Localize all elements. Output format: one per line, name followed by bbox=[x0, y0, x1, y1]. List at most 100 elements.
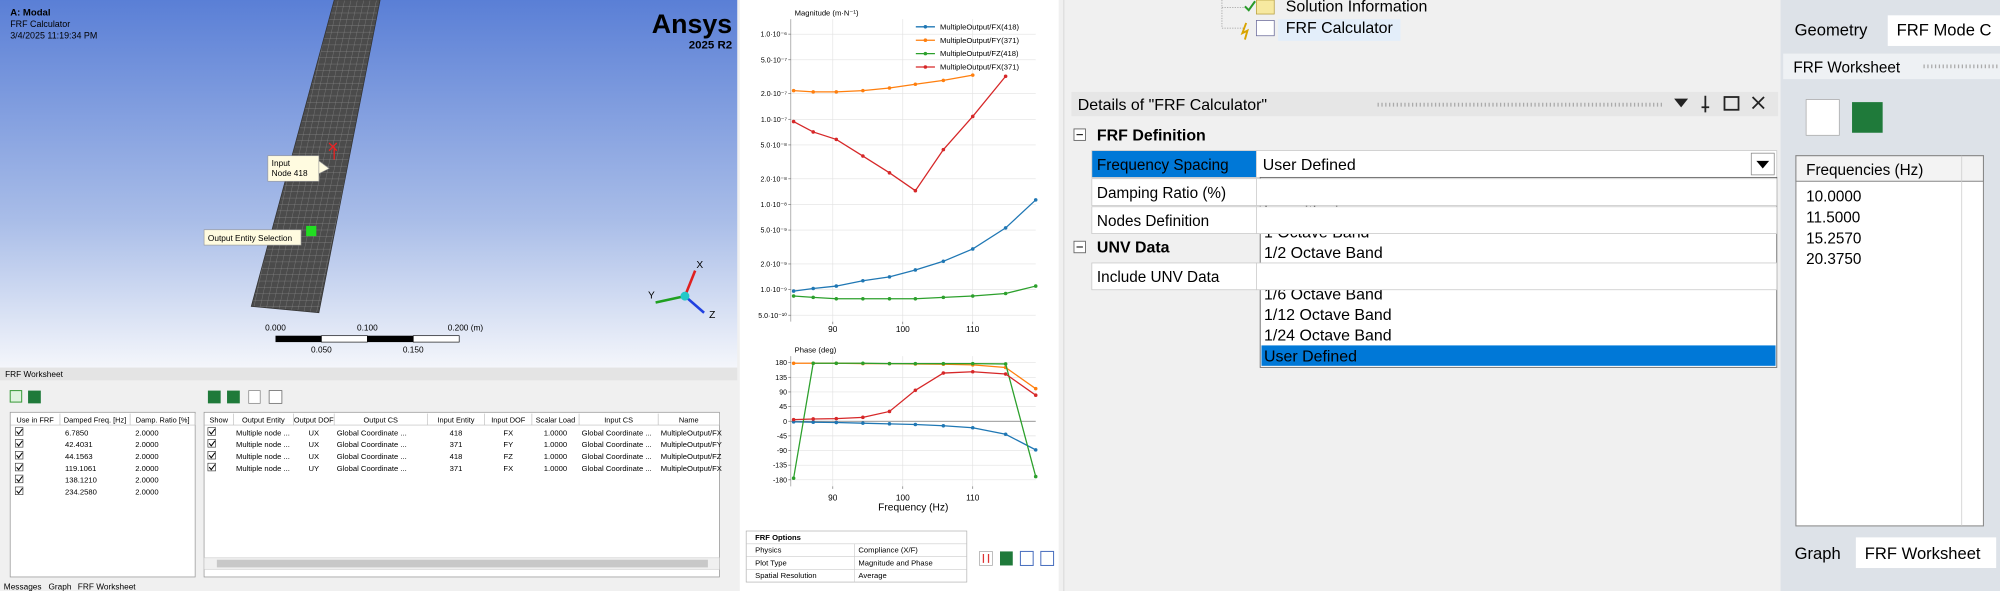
legend-marker bbox=[923, 25, 928, 29]
refresh-icon[interactable] bbox=[9, 390, 23, 403]
data-point bbox=[811, 90, 815, 94]
checkbox[interactable] bbox=[207, 439, 216, 448]
dropdown-option[interactable]: 1/12 Octave Band bbox=[1264, 307, 1392, 324]
tab[interactable]: FRF Worksheet bbox=[1865, 544, 1981, 563]
cell: Global Coordinate ... bbox=[337, 464, 407, 473]
y-tick-label: -45 bbox=[777, 433, 787, 440]
brand: Ansys bbox=[652, 9, 732, 39]
column-header: Output DOF bbox=[294, 416, 334, 425]
checkbox[interactable] bbox=[207, 462, 216, 472]
data-point bbox=[913, 361, 918, 366]
data-point bbox=[834, 416, 839, 421]
checkbox[interactable] bbox=[14, 462, 24, 472]
active-tab[interactable] bbox=[1887, 15, 2000, 46]
series-line bbox=[793, 421, 1037, 451]
cell: UX bbox=[308, 428, 319, 437]
details-title: Details of "FRF Calculator" bbox=[1078, 97, 1267, 114]
callout-pointer bbox=[318, 160, 330, 175]
x-tick-label: 90 bbox=[828, 492, 838, 502]
tab[interactable]: Graph bbox=[48, 582, 71, 591]
group-header: FRF Definition bbox=[1097, 127, 1206, 144]
tab[interactable]: Geometry bbox=[1795, 21, 1868, 40]
modes-table bbox=[9, 411, 196, 578]
row-label: Frequency Spacing bbox=[1097, 157, 1229, 174]
checkbox[interactable] bbox=[207, 427, 216, 436]
data-point bbox=[941, 371, 946, 375]
cell: Global Coordinate ... bbox=[337, 428, 407, 437]
data-point bbox=[861, 361, 865, 366]
column-header: Output Entity bbox=[242, 416, 285, 425]
data-point bbox=[970, 425, 975, 430]
dropdown-arrow bbox=[1756, 160, 1770, 169]
data-point bbox=[1003, 362, 1008, 366]
data-point bbox=[887, 171, 892, 175]
data-point bbox=[913, 422, 918, 427]
axis-label: X bbox=[696, 260, 703, 271]
callout-text: Node 418 bbox=[272, 168, 308, 178]
tab[interactable]: FRF Worksheet bbox=[78, 582, 137, 591]
column-header: Scalar Load bbox=[536, 416, 575, 425]
data-point bbox=[1033, 386, 1038, 391]
input-callout bbox=[267, 155, 320, 182]
data-point bbox=[791, 417, 796, 422]
row-label: Include UNV Data bbox=[1097, 269, 1220, 286]
axis-label: Y bbox=[648, 291, 655, 302]
details-buttons[interactable] bbox=[1674, 95, 1765, 113]
option-value: Compliance (X/F) bbox=[858, 546, 918, 555]
y-tick-label: 5.0·10⁻⁹ bbox=[760, 228, 787, 235]
option-label: Physics bbox=[755, 546, 781, 555]
data-point bbox=[970, 361, 975, 366]
excel-icon[interactable] bbox=[1852, 102, 1883, 133]
excel-icon[interactable] bbox=[227, 390, 240, 404]
tab[interactable]: Messages bbox=[4, 582, 42, 591]
chart-title: Phase (deg) bbox=[795, 345, 837, 354]
dropdown-option[interactable]: 1/2 Octave Band bbox=[1264, 245, 1383, 262]
checkbox[interactable] bbox=[14, 486, 24, 495]
tree-item[interactable]: FRF Calculator bbox=[1286, 20, 1394, 37]
x-tick-label: 110 bbox=[966, 324, 980, 334]
plot-toolbar[interactable] bbox=[979, 550, 1055, 566]
check bbox=[208, 452, 216, 459]
viewport[interactable] bbox=[0, 0, 738, 368]
scale-bar bbox=[412, 335, 460, 343]
legend-marker bbox=[923, 38, 928, 42]
checkbox[interactable] bbox=[14, 439, 24, 448]
cell: MultipleOutput/FX bbox=[661, 464, 722, 473]
table-icon[interactable] bbox=[268, 390, 283, 404]
value-cell bbox=[1255, 262, 1778, 291]
checkbox[interactable] bbox=[14, 474, 24, 484]
data-point bbox=[834, 284, 839, 288]
dropdown-option[interactable]: 1/24 Octave Band bbox=[1264, 328, 1392, 345]
cell: Global Coordinate ... bbox=[582, 440, 652, 449]
panel-title: FRF Worksheet bbox=[1793, 60, 1901, 77]
checkbox[interactable] bbox=[14, 427, 24, 436]
tab[interactable]: Graph bbox=[1795, 544, 1841, 563]
scrollbar-thumb[interactable] bbox=[216, 559, 708, 568]
excel-icon[interactable] bbox=[207, 390, 221, 404]
cell: Global Coordinate ... bbox=[582, 428, 652, 437]
data-point bbox=[834, 137, 839, 142]
data-point bbox=[791, 119, 796, 124]
data-point bbox=[861, 421, 865, 425]
tab[interactable]: FRF Mode C bbox=[1897, 21, 1992, 40]
legend-label: MultipleOutput/FZ(418) bbox=[940, 49, 1019, 58]
data-point bbox=[941, 295, 946, 300]
option-label: Spatial Resolution bbox=[755, 571, 817, 580]
cell: 2.0000 bbox=[135, 488, 158, 497]
excel-icon[interactable] bbox=[28, 390, 41, 404]
scale-bar bbox=[321, 335, 368, 343]
checkbox[interactable] bbox=[207, 451, 216, 460]
tree-item[interactable]: Solution Information bbox=[1286, 0, 1428, 15]
row-value: User Defined bbox=[1263, 157, 1356, 174]
active-tab[interactable] bbox=[1855, 537, 1997, 569]
cell: UX bbox=[308, 452, 319, 461]
y-tick-label: -90 bbox=[777, 448, 787, 455]
sort-icon[interactable] bbox=[1805, 99, 1840, 136]
checkbox[interactable] bbox=[14, 451, 24, 460]
dropdown-option[interactable]: 1/6 Octave Band bbox=[1264, 286, 1383, 303]
dropdown-option[interactable]: User Defined bbox=[1264, 348, 1357, 365]
chart-title: Magnitude (m·N⁻¹) bbox=[795, 8, 859, 17]
cell: 418 bbox=[450, 452, 463, 461]
dropdown-icon[interactable] bbox=[248, 390, 261, 404]
